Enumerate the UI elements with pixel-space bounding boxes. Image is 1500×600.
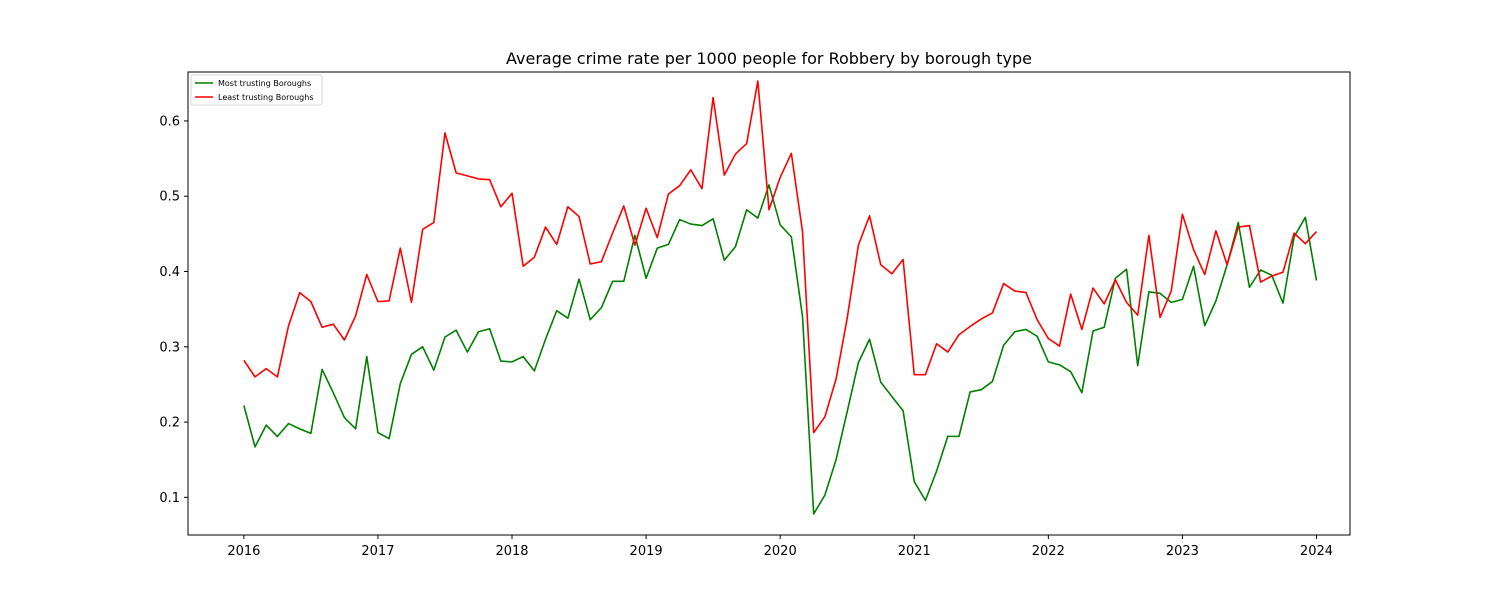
- y-tick-label: 0.1: [159, 491, 180, 506]
- x-tick-label: 2020: [764, 544, 797, 559]
- x-tick-label: 2018: [495, 544, 528, 559]
- y-axis: 0.1 0.2 0.3 0.4 0.5 0.6: [159, 114, 188, 506]
- x-tick-label: 2019: [630, 544, 663, 559]
- legend-label: Most trusting Boroughs: [218, 79, 311, 88]
- legend-label: Least trusting Boroughs: [218, 93, 313, 102]
- y-tick-label: 0.2: [159, 416, 180, 431]
- x-tick-label: 2016: [227, 544, 260, 559]
- x-axis: 2016 2017 2018 2019 2020 2021 2022 2023 2024: [227, 535, 1333, 559]
- series-layer: [243, 80, 1318, 515]
- x-tick-label: 2017: [361, 544, 394, 559]
- x-tick-label: 2024: [1300, 544, 1333, 559]
- series-line-least-trusting: [243, 80, 1318, 434]
- y-tick-label: 0.6: [159, 114, 180, 129]
- legend-box: [190, 74, 323, 106]
- y-tick-label: 0.5: [159, 190, 180, 205]
- y-tick-label: 0.3: [159, 340, 180, 355]
- legend: Most trusting Boroughs Least trusting Bor…: [190, 74, 323, 106]
- x-tick-label: 2022: [1032, 544, 1065, 559]
- series-line-most-trusting: [243, 184, 1318, 515]
- x-tick-label: 2021: [898, 544, 931, 559]
- y-tick-label: 0.4: [159, 265, 180, 280]
- chart-title: Average crime rate per 1000 people for R…: [506, 49, 1032, 68]
- x-tick-label: 2023: [1166, 544, 1199, 559]
- plot-area: [187, 71, 1351, 536]
